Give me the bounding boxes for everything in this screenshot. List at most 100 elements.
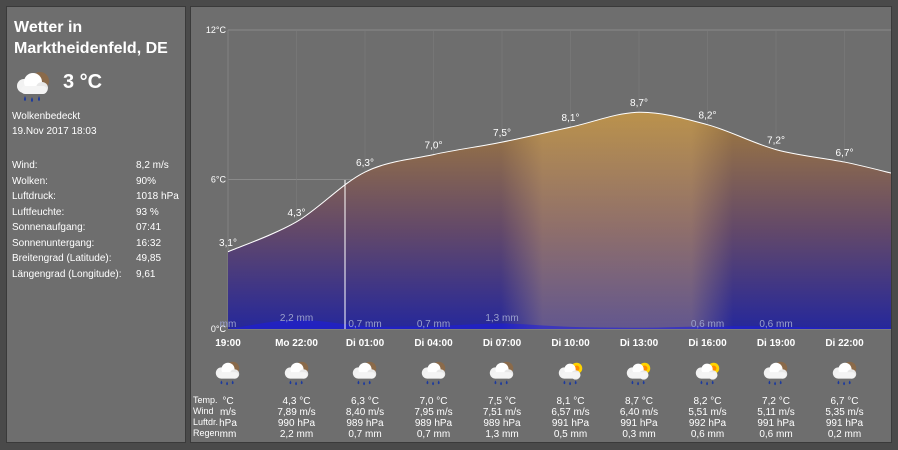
temperature-label: 7,2°: [767, 136, 785, 147]
forecast-pressure: 991 hPa: [757, 418, 795, 429]
forecast-rain: 0,7 mm: [416, 429, 451, 440]
forecast-wind: 5,35 m/s: [825, 407, 864, 418]
x-tick-label: 19:00: [215, 338, 241, 349]
detail-value: 93 %: [136, 206, 159, 218]
cloud-rain-icon: [352, 361, 377, 386]
temperature-label: 4,3°: [288, 208, 306, 219]
detail-value: 9,61: [136, 268, 156, 280]
rain-label: 2,2 mm: [280, 313, 313, 324]
forecast-temp: 4,3 °C: [282, 396, 311, 407]
forecast-pressure: 989 hPa: [414, 418, 453, 429]
rain-label: 0,7 mm: [417, 319, 450, 330]
forecast-temp: 8,7 °C: [625, 396, 653, 407]
cloud-rain-icon: [489, 361, 514, 386]
detail-value: 8,2 m/s: [136, 160, 169, 172]
forecast-pressure: hPa: [219, 418, 237, 429]
detail-row-wind: Wind: 8,2 m/s: [12, 158, 184, 174]
detail-value: 07:41: [136, 222, 162, 234]
x-axis: 19:00 Mo 22:00 Di 01:00 Di 04:00 Di 07:00 Di …: [215, 338, 864, 349]
forecast-column: 7,0 °C 7,95 m/s 989 hPa 0,7 mm: [400, 359, 468, 441]
detail-row-sunrise: Sonnenaufgang: 07:41: [12, 220, 184, 236]
detail-label: Wind:: [12, 160, 38, 172]
sun-cloud-rain-icon: [695, 362, 719, 386]
forecast-temp: °C: [222, 396, 234, 407]
forecast-wind: 8,40 m/s: [345, 407, 385, 418]
forecast-rain: 0,3 mm: [622, 429, 656, 440]
cloud-rain-icon: [215, 361, 240, 386]
temperature-label: 6,3°: [356, 158, 374, 169]
row-header-pressure: Luftdr.: [193, 417, 219, 427]
forecast-column: 4,3 °C 7,89 m/s 990 hPa 2,2 mm: [263, 359, 331, 441]
location-title: Wetter in Marktheidenfeld, DE: [14, 17, 168, 59]
y-tick-label: 0°C: [211, 324, 227, 334]
forecast-pressure: 989 hPa: [346, 418, 384, 429]
forecast-temp: 7,5 °C: [488, 396, 516, 407]
x-tick-label: Di 01:00: [346, 338, 385, 349]
x-tick-label: Mo 22:00: [275, 338, 318, 349]
forecast-wind: 6,40 m/s: [619, 407, 659, 418]
y-tick-label: 6°C: [211, 175, 227, 185]
forecast-wind: m/s: [219, 407, 237, 418]
y-axis: 12°C 6°C 0°C: [206, 25, 227, 334]
x-tick-label: Di 07:00: [483, 338, 522, 349]
current-condition: Wolkenbedeckt: [12, 111, 81, 122]
forecast-column: 8,1 °C 6,57 m/s 991 hPa 0,5 mm: [537, 359, 605, 441]
detail-label: Wolken:: [12, 175, 48, 187]
detail-row-clouds: Wolken: 90%: [12, 174, 184, 190]
current-datetime: 19.Nov 2017 18:03: [12, 126, 97, 137]
x-tick-label: Di 19:00: [757, 338, 796, 349]
forecast-wind: 5,11 m/s: [757, 407, 795, 418]
forecast-rain: 0,5 mm: [553, 429, 588, 440]
detail-label: Luftfeuchte:: [12, 206, 65, 218]
details-list: Wind: 8,2 m/s Wolken: 90% Luftdruck: 1018 h…: [12, 158, 184, 282]
cloud-rain-icon: [763, 361, 788, 386]
forecast-column: 8,2 °C 5,51 m/s 992 hPa 0,6 mm: [674, 359, 742, 441]
forecast-wind: 5,51 m/s: [688, 407, 727, 418]
temperature-label: 8,7°: [630, 98, 648, 109]
row-header-temp: Temp.: [193, 395, 218, 405]
forecast-rain: 1,3 mm: [485, 429, 519, 440]
temperature-label: 7,5°: [493, 128, 511, 139]
temperature-label: 8,1°: [562, 113, 580, 124]
forecast-wind: 7,95 m/s: [414, 407, 453, 418]
detail-row-longitude: Längengrad (Longitude): 9,61: [12, 267, 184, 283]
row-header-wind: Wind: [193, 406, 214, 416]
detail-row-humidity: Luftfeuchte: 93 %: [12, 205, 184, 221]
temperature-line: [227, 111, 891, 253]
row-header-rain: Regen: [193, 428, 220, 438]
forecast-pressure: 989 hPa: [483, 418, 521, 429]
forecast-column: 7,2 °C 5,11 m/s 991 hPa 0,6 mm: [742, 359, 810, 441]
title-line2: Marktheidenfeld, DE: [14, 40, 168, 57]
detail-label: Längengrad (Longitude):: [12, 268, 122, 280]
forecast-pressure: 991 hPa: [620, 418, 658, 429]
rain-area: [228, 319, 891, 329]
temperature-label: 6,7°: [836, 148, 854, 159]
sun-cloud-rain-icon: [558, 362, 582, 386]
forecast-rain: 0,7 mm: [348, 429, 382, 440]
forecast-pressure: 991 hPa: [825, 418, 864, 429]
detail-label: Luftdruck:: [12, 191, 56, 203]
forecast-wind: 7,89 m/s: [277, 407, 316, 418]
forecast-rain: 0,6 mm: [759, 429, 793, 440]
forecast-rain: 2,2 mm: [279, 429, 314, 440]
detail-value: 90%: [136, 175, 157, 187]
y-tick-label: 12°C: [206, 25, 227, 35]
cloud-rain-icon: [421, 361, 445, 386]
temperature-labels: 3,1° 4,3° 6,3° 7,0° 7,5° 8,1° 8,7° 8,2° 7,2° 6,7°: [219, 98, 853, 249]
forecast-pressure: 992 hPa: [688, 418, 727, 429]
temperature-label: 8,2°: [699, 111, 717, 122]
forecast-column: °C m/s hPa mm: [194, 359, 262, 441]
temperature-label: 7,0°: [425, 141, 443, 152]
forecast-temp: 7,0 °C: [419, 396, 448, 407]
forecast-temp: 6,3 °C: [351, 396, 379, 407]
detail-row-pressure: Luftdruck: 1018 hPa: [12, 189, 184, 205]
detail-row-sunset: Sonnenuntergang: 16:32: [12, 236, 184, 252]
daylight-band: [501, 112, 733, 329]
sun-cloud-rain-icon: [626, 362, 651, 386]
detail-label: Sonnenaufgang:: [12, 222, 86, 234]
forecast-pressure: 990 hPa: [277, 418, 316, 429]
detail-label: Breitengrad (Latitude):: [12, 253, 112, 265]
forecast-temp: 8,2 °C: [693, 396, 722, 407]
forecast-pressure: 991 hPa: [551, 418, 590, 429]
x-tick-label: Di 10:00: [551, 338, 590, 349]
